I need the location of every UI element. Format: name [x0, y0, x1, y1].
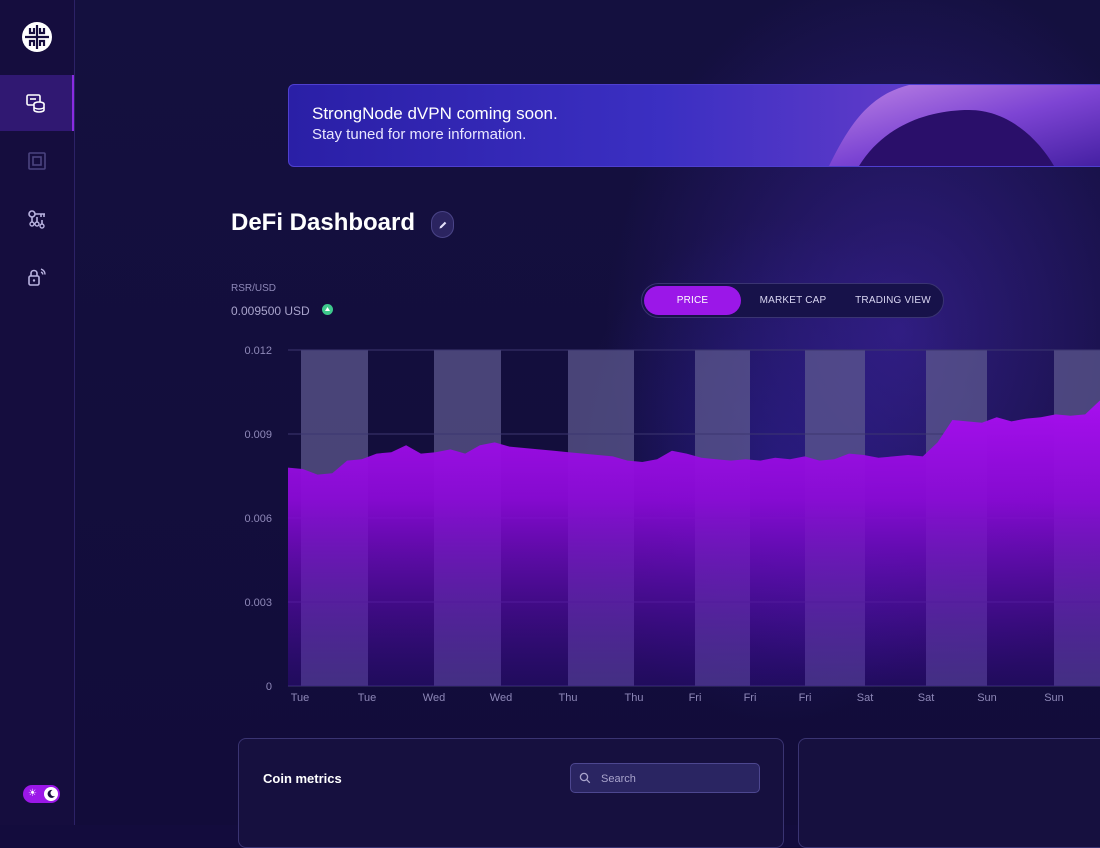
tab-trading-view[interactable]: TRADING VIEW — [855, 295, 931, 306]
tab-market-cap[interactable]: MARKET CAP — [759, 295, 827, 306]
x-tick-label: Wed — [423, 692, 445, 704]
y-tick-label: 0.006 — [244, 513, 272, 525]
sidebar-item-wallet[interactable] — [0, 75, 74, 131]
page-title: DeFi Dashboard — [231, 209, 416, 236]
x-tick-label: Fri — [689, 692, 702, 704]
y-tick-label: 0.003 — [244, 597, 272, 609]
price-area-series — [288, 400, 1100, 686]
sidebar: ☀ — [0, 0, 75, 825]
key-network-icon — [28, 210, 45, 229]
coin-search — [570, 763, 760, 793]
x-tick-label: Sat — [857, 692, 874, 704]
y-tick-label: 0.012 — [244, 345, 272, 357]
x-tick-label: Fri — [744, 692, 757, 704]
y-tick-label: 0 — [266, 681, 272, 693]
secondary-card — [798, 738, 1100, 848]
y-tick-label: 0.009 — [244, 429, 272, 441]
sun-icon: ☀ — [28, 788, 37, 799]
banner-decoration — [829, 85, 1100, 166]
banner-headline: StrongNode dVPN coming soon. — [312, 104, 558, 123]
moon-icon — [47, 789, 55, 798]
sidebar-item-keys[interactable] — [0, 191, 74, 247]
search-icon — [579, 772, 591, 784]
pencil-icon — [439, 221, 446, 228]
tab-price[interactable]: PRICE — [644, 286, 741, 315]
trading-pair-label: RSR/USD — [231, 283, 277, 294]
edit-title-button[interactable] — [431, 211, 454, 238]
announcement-banner: StrongNode dVPN coming soon. Stay tuned … — [288, 84, 1100, 167]
theme-toggle[interactable]: ☀ — [23, 785, 60, 803]
trend-up-icon — [322, 304, 333, 315]
strongnode-logo-icon[interactable] — [21, 21, 53, 53]
banner-subtext: Stay tuned for more information. — [312, 126, 527, 143]
sidebar-item-vpn[interactable] — [0, 249, 74, 305]
x-tick-label: Thu — [559, 692, 578, 704]
price-chart[interactable]: 0 0.003 0.006 0.009 0.012 Tue Tue Wed Wed Thu Thu… — [230, 340, 1100, 710]
x-tick-label: Wed — [490, 692, 512, 704]
x-tick-label: Tue — [358, 692, 377, 704]
x-tick-label: Tue — [291, 692, 310, 704]
current-price: 0.009500 USD — [231, 304, 310, 318]
x-tick-label: Sat — [918, 692, 935, 704]
search-input[interactable] — [599, 768, 753, 790]
x-tick-label: Sun — [977, 692, 997, 704]
sidebar-item-node[interactable] — [0, 133, 74, 189]
coin-metrics-title: Coin metrics — [263, 771, 342, 786]
coin-metrics-card: Coin metrics — [238, 738, 784, 848]
x-tick-label: Fri — [799, 692, 812, 704]
x-tick-label: Thu — [625, 692, 644, 704]
chart-view-tabs: PRICE MARKET CAP TRADING VIEW — [641, 283, 944, 318]
node-square-icon — [28, 152, 46, 170]
x-tick-label: Sun — [1044, 692, 1064, 704]
wallet-coins-icon — [26, 94, 45, 113]
toggle-knob — [44, 787, 58, 801]
lock-signal-icon — [28, 268, 46, 286]
